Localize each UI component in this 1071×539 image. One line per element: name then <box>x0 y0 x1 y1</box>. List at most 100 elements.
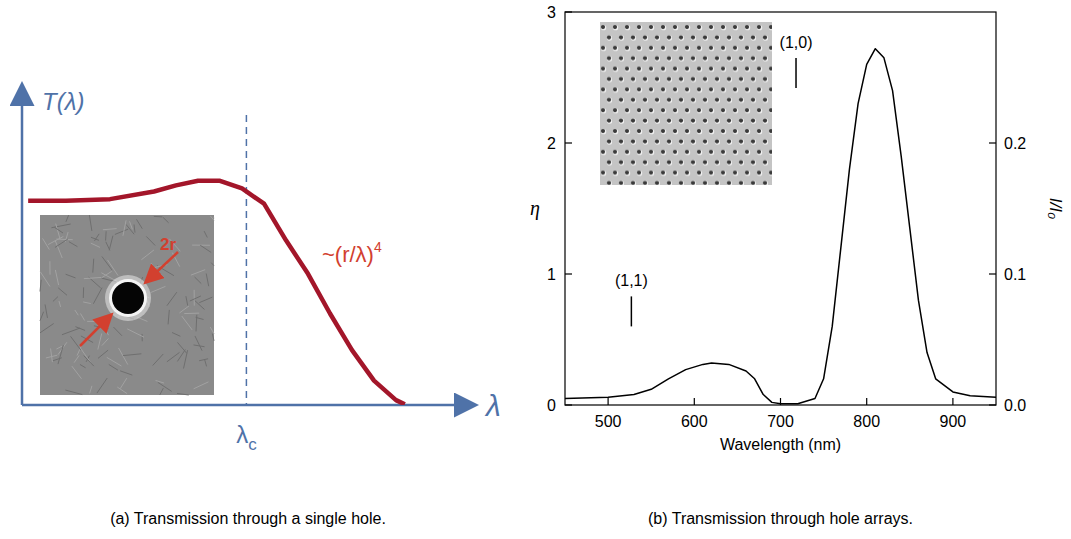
inset-texture <box>167 292 177 306</box>
inset-texture <box>130 221 133 229</box>
inset-texture <box>179 306 189 313</box>
y2-tick <box>989 273 996 274</box>
inset-texture <box>93 288 102 304</box>
x-tick <box>866 398 867 405</box>
cutoff-label-main: λ <box>236 421 248 448</box>
caption: (b) Transmission through hole arrays. <box>648 510 913 527</box>
inset-texture <box>69 242 78 247</box>
plot-a <box>28 181 405 405</box>
inset-texture <box>91 243 100 247</box>
inset-texture <box>49 261 50 274</box>
y-tick-label: 3 <box>547 4 556 21</box>
inset-texture <box>105 231 107 240</box>
y2-tick-label: 0.0 <box>1004 397 1026 414</box>
inset-texture <box>53 297 58 302</box>
inset-texture <box>46 355 57 358</box>
hole-halo <box>105 275 151 321</box>
y-axis-title: T(λ) <box>42 88 84 115</box>
inset-texture <box>177 349 185 361</box>
inset-texture <box>167 352 180 361</box>
inset-texture <box>98 333 102 349</box>
inset-texture <box>71 336 81 350</box>
inset-texture <box>55 239 68 247</box>
inset-texture <box>66 274 76 278</box>
panel-a: 2rλT(λ)λc~(r/λ)4(a) Transmission through… <box>22 86 501 527</box>
arrow <box>147 252 178 281</box>
inset-texture <box>212 334 214 341</box>
inset-texture <box>177 393 189 395</box>
inset-texture <box>74 355 79 362</box>
x-axis-title: Wavelength (nm) <box>720 436 841 453</box>
inset-texture <box>160 388 164 395</box>
inset-texture <box>97 378 107 393</box>
inset-texture <box>62 328 80 335</box>
inset-texture <box>213 217 214 219</box>
formula-base: ~(r/λ) <box>322 242 374 267</box>
y-tick <box>565 404 572 405</box>
inset-texture <box>195 336 202 351</box>
inset-texture <box>107 357 122 366</box>
y-tick-label: 1 <box>547 266 556 283</box>
inset-texture <box>103 229 117 230</box>
inset-texture <box>136 219 142 228</box>
inset-texture <box>89 215 91 231</box>
inset-texture <box>123 354 141 356</box>
inset-texture <box>151 286 166 292</box>
plot-frame <box>565 12 996 405</box>
mode-label: (1,0) <box>780 34 813 51</box>
inset-texture <box>113 327 122 336</box>
hole <box>112 282 144 314</box>
y2-tick <box>989 142 996 143</box>
inset-texture <box>80 313 84 320</box>
x-tick-label: 800 <box>853 413 880 430</box>
inset-texture <box>40 272 50 287</box>
inset-texture <box>89 277 101 288</box>
inset-texture <box>184 313 199 314</box>
inset-texture <box>153 354 164 366</box>
inset-texture <box>151 263 154 269</box>
inset-texture <box>210 327 214 334</box>
cutoff-label-sub: c <box>248 435 257 454</box>
inset-texture <box>92 259 94 273</box>
x-axis <box>22 404 474 407</box>
inset-texture <box>66 215 69 222</box>
y2-tick <box>989 404 996 405</box>
inset-texture <box>80 364 86 367</box>
mode-label: (1,1) <box>615 272 648 289</box>
x-tick <box>694 398 695 405</box>
inset-array <box>600 22 772 185</box>
inset-texture <box>102 338 109 345</box>
inset-texture <box>205 359 207 366</box>
y2-tick-label: 0.2 <box>1004 135 1026 152</box>
x-tick-label: 900 <box>940 413 967 430</box>
caption: (a) Transmission through a single hole. <box>110 510 386 527</box>
inset-texture <box>182 316 192 330</box>
inset-texture <box>90 386 92 394</box>
inset-texture <box>84 277 101 278</box>
transmission-curve <box>565 49 996 404</box>
inset-texture <box>58 288 67 295</box>
x-tick-label: 500 <box>595 413 622 430</box>
y-tick-label: 2 <box>547 135 556 152</box>
inset-texture <box>102 256 112 270</box>
inset-texture <box>156 380 165 383</box>
inset-texture <box>186 296 188 306</box>
inset-texture <box>53 358 62 361</box>
inset-texture <box>55 270 58 285</box>
transmission-curve <box>28 181 405 405</box>
inset-texture <box>72 366 82 379</box>
inset-texture <box>83 287 84 298</box>
inset-texture <box>199 359 208 361</box>
inset-texture <box>126 224 134 234</box>
inset-texture <box>154 216 163 217</box>
inset-texture <box>40 312 44 321</box>
y-axis-title: η <box>530 197 540 220</box>
inset-texture <box>91 237 99 240</box>
inset-texture <box>40 280 41 292</box>
inset-texture <box>109 364 118 370</box>
inset-texture <box>196 315 198 332</box>
mode-marker <box>631 296 633 326</box>
inset-texture <box>119 348 128 365</box>
inset-texture <box>87 321 96 322</box>
inset-texture <box>51 224 70 228</box>
